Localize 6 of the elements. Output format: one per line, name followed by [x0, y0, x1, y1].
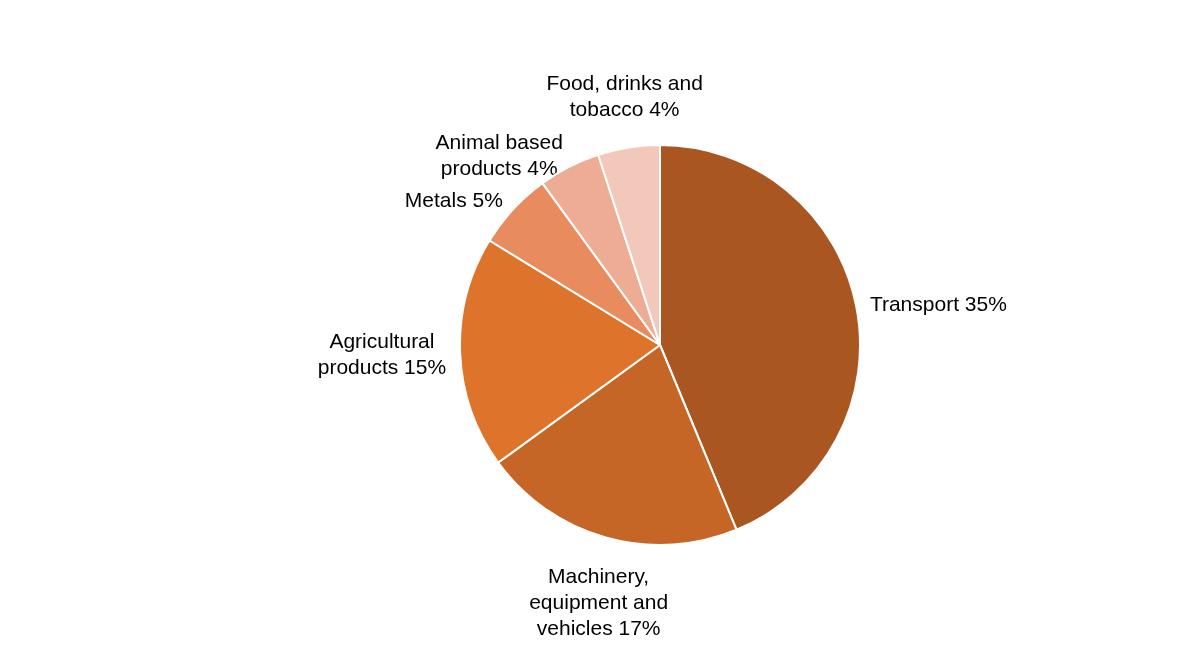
slice-label: Metals 5%	[404, 188, 503, 212]
slice-label: Transport 35%	[869, 291, 1007, 315]
slice-label: Agricultural products 15%	[317, 328, 447, 378]
slice-label: Food, drinks and tobacco 4%	[546, 71, 703, 121]
slice-label: Machinery, equipment and vehicles 17%	[529, 564, 669, 640]
slice-label: Animal based products 4%	[435, 129, 563, 179]
